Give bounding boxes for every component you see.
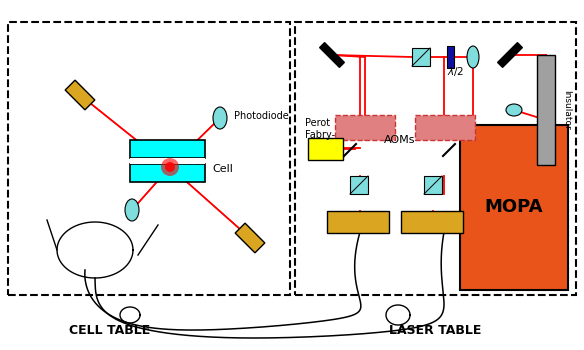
Text: AOMs: AOMs bbox=[384, 135, 416, 145]
Bar bbox=[335, 115, 395, 140]
Text: Cell: Cell bbox=[212, 164, 233, 174]
Bar bbox=[498, 43, 522, 67]
Bar bbox=[8, 22, 290, 295]
Text: $\lambda/2$: $\lambda/2$ bbox=[447, 65, 465, 78]
Text: Photodiode: Photodiode bbox=[234, 111, 288, 121]
Ellipse shape bbox=[161, 158, 179, 176]
Bar bbox=[295, 22, 576, 295]
Text: Fabry-: Fabry- bbox=[305, 130, 335, 140]
Bar bbox=[415, 115, 475, 140]
Bar bbox=[537, 55, 555, 165]
Text: MOPA: MOPA bbox=[485, 198, 543, 216]
Bar bbox=[130, 140, 205, 158]
Bar bbox=[350, 176, 368, 194]
Bar bbox=[327, 211, 389, 233]
Bar bbox=[308, 138, 343, 160]
Bar bbox=[319, 43, 345, 67]
Ellipse shape bbox=[467, 46, 479, 68]
Text: LASER TABLE: LASER TABLE bbox=[389, 323, 481, 336]
Ellipse shape bbox=[213, 107, 227, 129]
Bar bbox=[130, 158, 205, 164]
Bar bbox=[424, 176, 442, 194]
Text: Perot: Perot bbox=[305, 118, 330, 128]
Text: CELL TABLE: CELL TABLE bbox=[69, 323, 151, 336]
Bar bbox=[65, 80, 95, 110]
Bar bbox=[447, 46, 454, 68]
Bar bbox=[412, 48, 430, 66]
Text: Insulator: Insulator bbox=[562, 90, 571, 130]
Ellipse shape bbox=[506, 104, 522, 116]
Bar bbox=[401, 211, 463, 233]
Bar bbox=[460, 125, 568, 290]
Ellipse shape bbox=[165, 162, 175, 172]
Ellipse shape bbox=[125, 199, 139, 221]
Bar bbox=[130, 164, 205, 182]
Bar bbox=[235, 223, 265, 253]
